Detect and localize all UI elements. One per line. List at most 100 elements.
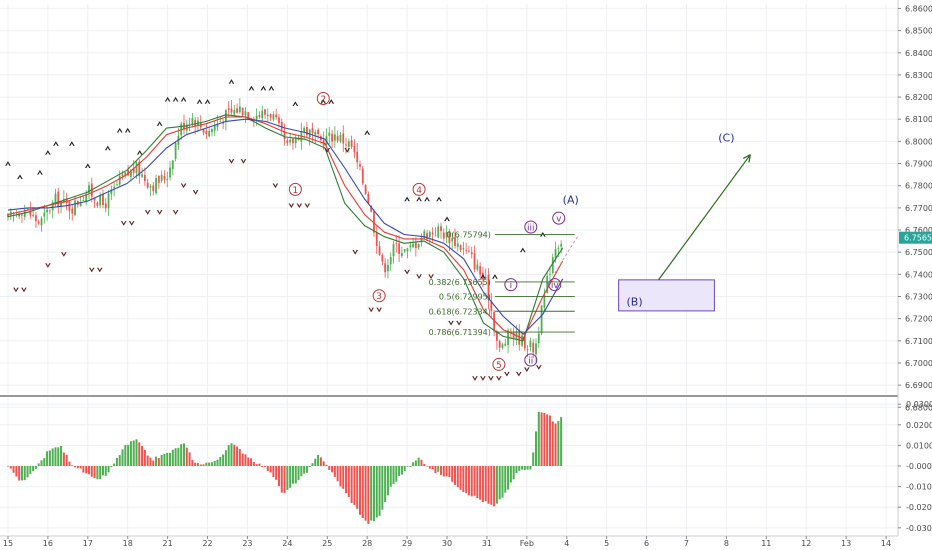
candle[interactable] [74, 196, 76, 216]
candle[interactable] [143, 167, 146, 186]
candle[interactable] [367, 191, 370, 205]
candle[interactable] [406, 247, 409, 259]
candle[interactable] [311, 122, 314, 142]
wave-label[interactable]: i [504, 278, 518, 292]
candle[interactable] [40, 216, 43, 232]
fib-level[interactable]: 0(6.75794) [446, 231, 575, 240]
candle[interactable] [484, 268, 487, 280]
candle[interactable] [261, 105, 264, 122]
candle[interactable] [57, 187, 60, 214]
wave-label[interactable]: ii [524, 353, 538, 367]
candle[interactable] [286, 138, 289, 146]
candle[interactable] [378, 241, 381, 256]
candle[interactable] [540, 304, 543, 336]
candle[interactable] [498, 339, 501, 353]
candle[interactable] [495, 329, 498, 350]
candle[interactable] [238, 98, 241, 114]
candle[interactable] [149, 183, 152, 197]
candle[interactable] [308, 128, 311, 146]
candle[interactable] [437, 223, 440, 239]
candle[interactable] [549, 266, 551, 282]
candle[interactable] [29, 201, 32, 219]
candle[interactable] [208, 127, 211, 138]
candle[interactable] [152, 181, 155, 196]
candle[interactable] [35, 211, 37, 228]
candle[interactable] [364, 184, 367, 195]
candle[interactable] [359, 160, 361, 171]
candle[interactable] [428, 230, 431, 246]
candle[interactable] [71, 204, 74, 221]
annotations-layer[interactable]: 0(6.75794) 0.382(6.73655) 0.5(6.72995) 0.61… [288, 92, 751, 371]
wave-label[interactable]: (B) [627, 295, 643, 308]
candle[interactable] [230, 100, 233, 115]
candle[interactable] [93, 197, 96, 208]
candle[interactable] [434, 227, 437, 237]
wave-label[interactable]: (C) [718, 131, 734, 144]
candle[interactable] [543, 288, 546, 312]
candle[interactable] [79, 195, 82, 207]
candle[interactable] [48, 209, 51, 215]
candle[interactable] [353, 139, 356, 159]
candle[interactable] [157, 175, 160, 189]
wave-label[interactable]: 4 [412, 182, 426, 196]
candle[interactable] [423, 229, 426, 240]
candle[interactable] [331, 129, 333, 148]
candle[interactable] [504, 338, 507, 347]
candle[interactable] [292, 137, 294, 150]
candle[interactable] [529, 337, 532, 352]
wave-label[interactable]: 2 [316, 92, 330, 106]
price-pane[interactable] [5, 79, 564, 381]
candle[interactable] [51, 200, 54, 219]
candle[interactable] [166, 171, 169, 188]
candle[interactable] [361, 165, 364, 186]
candle[interactable] [110, 185, 113, 200]
candle[interactable] [381, 253, 384, 266]
candle[interactable] [350, 135, 353, 150]
candle[interactable] [116, 180, 118, 186]
candle[interactable] [104, 198, 107, 213]
fib-level[interactable]: 0.618(6.72334) [429, 307, 575, 316]
candle[interactable] [398, 235, 401, 263]
candle[interactable] [224, 109, 227, 131]
candle[interactable] [356, 143, 359, 169]
candle[interactable] [339, 132, 342, 144]
fib-level[interactable]: 0.786(6.71394) [429, 328, 575, 337]
candle[interactable] [392, 240, 395, 264]
candle[interactable] [272, 111, 275, 122]
candle[interactable] [68, 200, 71, 220]
candle[interactable] [420, 233, 423, 247]
candle[interactable] [146, 178, 149, 190]
candle[interactable] [342, 125, 345, 152]
candle[interactable] [445, 225, 448, 244]
candle[interactable] [440, 222, 442, 239]
candle[interactable] [244, 107, 247, 124]
candle[interactable] [88, 181, 90, 200]
wave-label[interactable]: iv [548, 278, 562, 292]
wave-label[interactable]: iii [524, 220, 538, 234]
candle[interactable] [345, 137, 347, 154]
wave-label[interactable]: v [552, 211, 566, 225]
candle[interactable] [375, 225, 378, 255]
oscillator-pane[interactable] [6, 411, 563, 524]
candle[interactable] [454, 228, 456, 249]
candle[interactable] [347, 138, 350, 153]
candle[interactable] [174, 141, 177, 162]
candle[interactable] [470, 246, 473, 259]
candle[interactable] [336, 130, 339, 143]
candle[interactable] [102, 189, 104, 209]
candle[interactable] [426, 229, 428, 242]
candle[interactable] [171, 159, 174, 176]
candle[interactable] [414, 237, 417, 257]
candle[interactable] [264, 108, 266, 119]
candle[interactable] [227, 101, 230, 117]
candle[interactable] [493, 309, 495, 337]
candle[interactable] [236, 103, 238, 114]
candle[interactable] [205, 123, 208, 140]
target-zone-box[interactable] [618, 279, 715, 312]
candle[interactable] [294, 134, 297, 149]
candle[interactable] [459, 244, 462, 253]
current-price-badge[interactable]: 6.75653 [899, 231, 932, 244]
candle[interactable] [451, 232, 454, 250]
candle[interactable] [278, 113, 280, 128]
